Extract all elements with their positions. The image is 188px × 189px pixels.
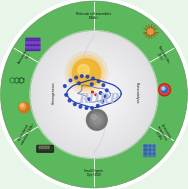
Circle shape [74, 74, 114, 115]
FancyBboxPatch shape [37, 146, 53, 152]
Circle shape [96, 105, 99, 107]
Circle shape [19, 102, 29, 113]
Bar [148, 148, 151, 152]
Circle shape [91, 107, 93, 109]
Circle shape [79, 105, 82, 108]
Circle shape [21, 104, 24, 107]
Circle shape [78, 64, 89, 76]
Text: Molecular self-assemblies
(MSAs): Molecular self-assemblies (MSAs) [77, 12, 111, 20]
Circle shape [68, 99, 71, 102]
Circle shape [92, 77, 94, 80]
Circle shape [95, 94, 97, 95]
Circle shape [67, 68, 121, 121]
Circle shape [160, 85, 169, 94]
Circle shape [52, 52, 136, 137]
FancyBboxPatch shape [26, 48, 40, 50]
Bar [148, 153, 151, 156]
Circle shape [75, 76, 113, 113]
Bar [152, 153, 155, 156]
Circle shape [75, 76, 77, 79]
Circle shape [72, 59, 101, 87]
Circle shape [91, 91, 97, 98]
Bar [143, 148, 147, 152]
Circle shape [92, 91, 93, 93]
Circle shape [80, 80, 108, 109]
Bar [143, 144, 147, 148]
Circle shape [90, 113, 104, 127]
Circle shape [53, 54, 135, 135]
Bar [152, 144, 155, 148]
Circle shape [20, 103, 26, 109]
Circle shape [102, 84, 105, 86]
Bar [148, 144, 151, 148]
Circle shape [60, 60, 128, 129]
Circle shape [34, 35, 154, 154]
Circle shape [38, 38, 150, 151]
Circle shape [36, 36, 152, 153]
Circle shape [88, 88, 100, 101]
Circle shape [70, 71, 118, 118]
Circle shape [85, 107, 88, 109]
Circle shape [81, 82, 107, 107]
Circle shape [83, 84, 105, 105]
Circle shape [44, 44, 144, 145]
Text: RDRP: RDRP [78, 93, 119, 106]
Circle shape [47, 47, 141, 142]
Circle shape [65, 52, 108, 94]
Circle shape [30, 31, 158, 158]
Circle shape [90, 83, 93, 85]
Text: Semiconductors
(SC): Semiconductors (SC) [17, 44, 35, 67]
Circle shape [31, 32, 157, 157]
Circle shape [69, 69, 119, 120]
Text: Small Organic
Dye (SOD): Small Organic Dye (SOD) [84, 169, 104, 177]
Circle shape [91, 114, 96, 119]
Circle shape [64, 65, 124, 124]
Circle shape [162, 87, 165, 90]
Circle shape [89, 90, 99, 99]
Circle shape [69, 79, 72, 82]
Circle shape [85, 85, 103, 104]
Circle shape [77, 77, 111, 112]
Circle shape [99, 92, 102, 94]
FancyBboxPatch shape [26, 41, 40, 43]
Circle shape [65, 94, 67, 96]
Circle shape [104, 95, 107, 98]
Bar [152, 148, 155, 152]
Circle shape [55, 55, 133, 134]
Text: Heterogeneous: Heterogeneous [52, 81, 56, 104]
Circle shape [39, 40, 149, 149]
Circle shape [78, 79, 110, 110]
Circle shape [105, 89, 108, 92]
Text: Carbon-based
materials (CBMs): Carbon-based materials (CBMs) [17, 122, 36, 146]
Circle shape [56, 57, 132, 132]
Circle shape [1, 2, 187, 187]
Circle shape [161, 87, 168, 93]
Text: Upconverting
nanoparticles
(UCNPs): Upconverting nanoparticles (UCNPs) [152, 123, 172, 144]
Circle shape [101, 100, 104, 103]
Circle shape [70, 57, 103, 89]
Circle shape [86, 87, 102, 102]
FancyBboxPatch shape [26, 43, 40, 46]
Circle shape [50, 51, 138, 138]
Circle shape [58, 58, 130, 131]
Circle shape [41, 41, 147, 148]
Circle shape [88, 98, 91, 101]
Circle shape [66, 66, 122, 123]
Text: Photocatalysis: Photocatalysis [134, 82, 138, 103]
Circle shape [49, 49, 139, 140]
FancyBboxPatch shape [39, 146, 49, 148]
Circle shape [146, 27, 155, 36]
Circle shape [72, 73, 116, 116]
FancyBboxPatch shape [26, 46, 40, 48]
Circle shape [97, 80, 100, 83]
Circle shape [42, 43, 146, 146]
Circle shape [63, 63, 125, 126]
Circle shape [92, 93, 96, 96]
Circle shape [33, 33, 155, 156]
FancyBboxPatch shape [26, 38, 40, 41]
Circle shape [64, 85, 66, 87]
Circle shape [158, 84, 171, 96]
Circle shape [78, 82, 80, 84]
Circle shape [93, 116, 101, 124]
